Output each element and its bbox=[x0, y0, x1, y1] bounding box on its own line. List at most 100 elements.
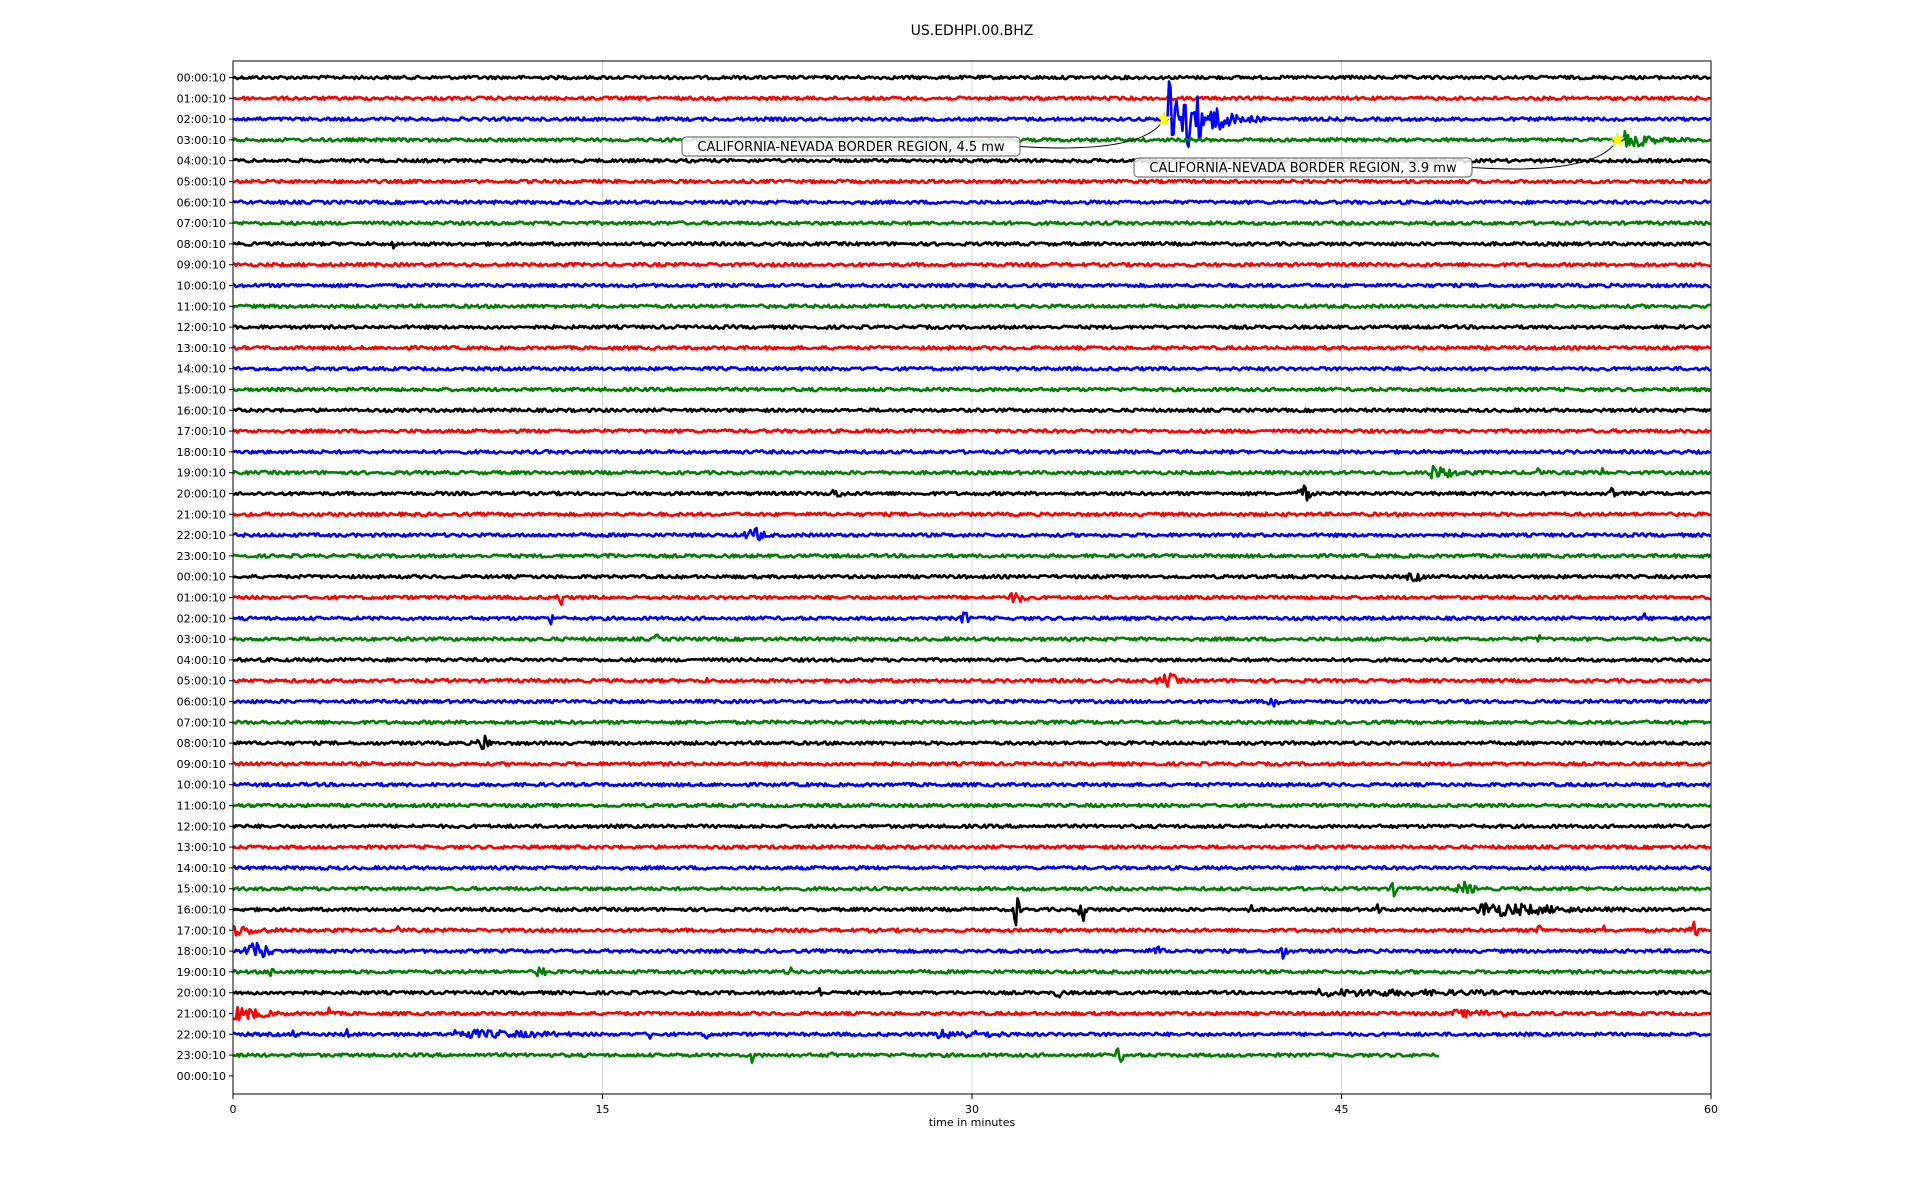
row-time-label: 02:00:10 bbox=[177, 612, 226, 625]
event-callout-line bbox=[1019, 118, 1165, 149]
seismic-trace-38 bbox=[232, 865, 1712, 871]
row-time-label: 02:00:10 bbox=[177, 113, 226, 126]
seismic-trace-7 bbox=[232, 220, 1712, 226]
event-label: CALIFORNIA-NEVADA BORDER REGION, 3.9 mw bbox=[1149, 161, 1457, 176]
seismic-trace-43 bbox=[231, 966, 1711, 978]
seismic-trace-16 bbox=[232, 407, 1712, 414]
row-time-label: 18:00:10 bbox=[177, 945, 226, 958]
seismic-trace-32 bbox=[232, 734, 1712, 751]
x-tick-label: 60 bbox=[1704, 1103, 1718, 1116]
row-time-label: 09:00:10 bbox=[177, 758, 226, 771]
seismic-trace-45 bbox=[232, 1005, 1712, 1022]
seismic-trace-10 bbox=[232, 282, 1711, 289]
row-time-label: 18:00:10 bbox=[177, 446, 226, 459]
row-time-label: 11:00:10 bbox=[177, 300, 226, 313]
row-time-label: 17:00:10 bbox=[177, 425, 226, 438]
seismic-trace-23 bbox=[232, 552, 1712, 559]
seismic-trace-6 bbox=[232, 199, 1711, 206]
row-time-label: 16:00:10 bbox=[177, 404, 226, 417]
row-time-label: 22:00:10 bbox=[177, 529, 226, 542]
seismic-trace-9 bbox=[233, 261, 1711, 268]
row-time-label: 19:00:10 bbox=[177, 467, 226, 480]
row-time-label: 04:00:10 bbox=[177, 155, 226, 168]
event-annotations: CALIFORNIA-NEVADA BORDER REGION, 4.5 mw C… bbox=[681, 110, 1626, 178]
row-time-label: 11:00:10 bbox=[177, 800, 226, 813]
event-star-marker bbox=[1156, 110, 1172, 126]
row-time-label: 07:00:10 bbox=[177, 716, 226, 729]
seismic-trace-34 bbox=[231, 781, 1712, 788]
row-time-label: 01:00:10 bbox=[177, 592, 226, 605]
x-tick-label: 0 bbox=[230, 1103, 237, 1116]
seismic-trace-28 bbox=[232, 657, 1712, 663]
seismic-trace-25 bbox=[232, 591, 1711, 607]
row-time-label: 05:00:10 bbox=[177, 176, 226, 189]
event-label: CALIFORNIA-NEVADA BORDER REGION, 4.5 mw bbox=[697, 140, 1005, 155]
seismic-trace-47 bbox=[233, 1047, 1440, 1064]
row-time-label: 07:00:10 bbox=[177, 217, 226, 230]
event-callout-line bbox=[1471, 139, 1618, 170]
seismic-trace-36 bbox=[231, 823, 1711, 830]
seismic-trace-37 bbox=[232, 844, 1712, 850]
row-time-label: 15:00:10 bbox=[177, 384, 226, 397]
seismic-trace-21 bbox=[231, 511, 1711, 518]
seismic-trace-46 bbox=[232, 1028, 1712, 1040]
seismic-trace-33 bbox=[232, 761, 1712, 767]
row-time-label: 00:00:10 bbox=[177, 571, 226, 584]
row-time-label: 10:00:10 bbox=[177, 280, 226, 293]
seismic-trace-18 bbox=[232, 449, 1711, 455]
row-time-label: 13:00:10 bbox=[177, 841, 226, 854]
seismic-trace-19 bbox=[231, 464, 1712, 480]
chart-title: US.EDHPI.00.BHZ bbox=[911, 23, 1034, 39]
row-time-label: 19:00:10 bbox=[177, 966, 226, 979]
row-time-label: 12:00:10 bbox=[177, 820, 226, 833]
row-time-label: 00:00:10 bbox=[177, 1070, 226, 1083]
row-time-label: 04:00:10 bbox=[177, 654, 226, 667]
seismic-trace-27 bbox=[231, 633, 1712, 643]
row-time-label: 15:00:10 bbox=[177, 883, 226, 896]
seismic-trace-29 bbox=[232, 672, 1712, 688]
row-time-label: 23:00:10 bbox=[177, 1049, 226, 1062]
seismic-trace-5 bbox=[232, 178, 1712, 185]
row-time-label: 08:00:10 bbox=[177, 737, 226, 750]
plot-frame bbox=[232, 60, 1712, 1095]
row-time-label: 16:00:10 bbox=[177, 904, 226, 917]
row-time-label: 00:00:10 bbox=[177, 72, 226, 85]
row-time-label: 14:00:10 bbox=[177, 862, 226, 875]
seismic-trace-2 bbox=[232, 80, 1712, 148]
seismic-trace-15 bbox=[232, 386, 1712, 393]
seismic-traces bbox=[231, 74, 1712, 1064]
seismic-trace-20 bbox=[232, 484, 1711, 502]
row-time-label: 05:00:10 bbox=[177, 675, 226, 688]
x-axis-label: time in minutes bbox=[929, 1116, 1016, 1129]
seismic-trace-40 bbox=[232, 897, 1711, 927]
x-tick-label: 30 bbox=[965, 1103, 979, 1116]
row-time-label: 20:00:10 bbox=[177, 987, 226, 1000]
seismic-trace-44 bbox=[232, 987, 1711, 999]
row-time-label: 10:00:10 bbox=[177, 779, 226, 792]
row-time-label: 13:00:10 bbox=[177, 342, 226, 355]
seismic-trace-26 bbox=[232, 611, 1712, 626]
seismic-trace-22 bbox=[232, 526, 1712, 542]
x-axis: 0 15 30 45 60 bbox=[230, 1094, 1718, 1116]
event-label-box bbox=[681, 136, 1021, 157]
seismic-trace-31 bbox=[232, 719, 1712, 726]
seismic-trace-8 bbox=[232, 240, 1711, 250]
seismic-trace-0 bbox=[232, 74, 1711, 81]
seismic-trace-13 bbox=[232, 345, 1712, 351]
seismic-trace-12 bbox=[232, 324, 1712, 330]
seismic-trace-17 bbox=[232, 428, 1711, 434]
x-tick-label: 15 bbox=[596, 1103, 610, 1116]
row-time-labels: 00:00:10 01:00:10 02:00:10 03:00:10 04:00:10… bbox=[177, 72, 233, 1083]
row-time-label: 03:00:10 bbox=[177, 134, 226, 147]
row-time-label: 06:00:10 bbox=[177, 696, 226, 709]
row-time-label: 20:00:10 bbox=[177, 488, 226, 501]
seismic-trace-1 bbox=[232, 95, 1712, 102]
row-time-label: 17:00:10 bbox=[177, 924, 226, 937]
row-time-label: 06:00:10 bbox=[177, 196, 226, 209]
event-label-box bbox=[1133, 157, 1473, 178]
row-time-label: 03:00:10 bbox=[177, 633, 226, 646]
row-time-label: 21:00:10 bbox=[177, 1008, 226, 1021]
row-time-label: 21:00:10 bbox=[177, 508, 226, 521]
event-star-marker bbox=[1609, 131, 1626, 147]
